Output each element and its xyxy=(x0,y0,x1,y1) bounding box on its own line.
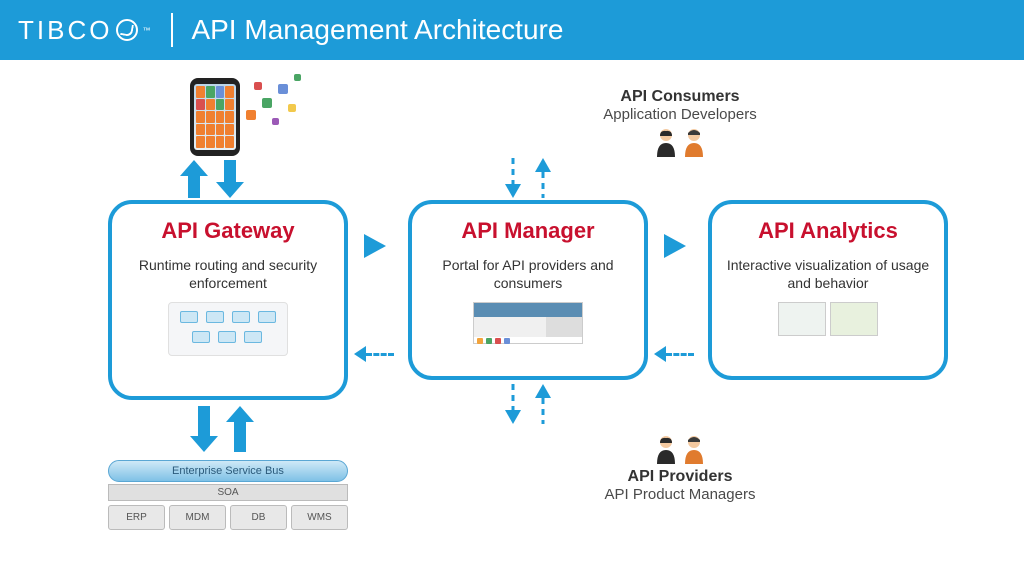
arrow-analytics-to-manager xyxy=(654,346,694,362)
consumers-title: API Consumers xyxy=(560,88,800,106)
esb-systems: ERP MDM DB WMS xyxy=(108,505,348,530)
brand-mark-icon xyxy=(116,19,138,41)
api-manager-sub: Portal for API providers and consumers xyxy=(424,256,632,292)
esb-sys-erp: ERP xyxy=(108,505,165,530)
api-manager-box: API Manager Portal for API providers and… xyxy=(408,200,648,380)
manager-mini-portal xyxy=(473,302,583,344)
analytics-mini-screens xyxy=(778,302,878,336)
page-title: API Management Architecture xyxy=(191,14,563,46)
trademark: ™ xyxy=(142,26,153,35)
arrow-esb-to-gateway xyxy=(226,406,254,452)
api-gateway-box: API Gateway Runtime routing and security… xyxy=(108,200,348,400)
api-analytics-box: API Analytics Interactive visualization … xyxy=(708,200,948,380)
header: TIBCO ™ API Management Architecture xyxy=(0,0,1024,60)
brand-text: TIBCO xyxy=(18,15,112,46)
api-gateway-sub: Runtime routing and security enforcement xyxy=(124,256,332,292)
arrow-consumers-down xyxy=(505,158,521,198)
arrow-providers-up xyxy=(535,384,551,424)
mobile-device-icon xyxy=(190,78,240,156)
app-burst-icon xyxy=(242,70,312,140)
providers-sub: API Product Managers xyxy=(560,486,800,503)
providers-title: API Providers xyxy=(560,468,800,486)
header-divider xyxy=(171,13,173,47)
arrow-manager-down xyxy=(505,384,521,424)
consumers-label: API Consumers Application Developers xyxy=(560,88,800,157)
esb-soa: SOA xyxy=(108,484,348,501)
esb-sys-wms: WMS xyxy=(291,505,348,530)
esb-sys-db: DB xyxy=(230,505,287,530)
consumers-people-icon xyxy=(560,127,800,157)
brand-logo: TIBCO ™ xyxy=(18,15,153,46)
api-manager-title: API Manager xyxy=(461,218,594,244)
arrow-manager-up xyxy=(535,158,551,198)
arrow-gateway-to-esb xyxy=(190,406,218,452)
diagram-canvas: API Gateway Runtime routing and security… xyxy=(0,60,1024,576)
api-analytics-title: API Analytics xyxy=(758,218,898,244)
consumers-sub: Application Developers xyxy=(560,106,800,123)
api-gateway-title: API Gateway xyxy=(161,218,294,244)
arrow-phone-to-gateway xyxy=(216,160,244,198)
esb-sys-mdm: MDM xyxy=(169,505,226,530)
providers-people-icon xyxy=(560,434,800,464)
esb-pipe: Enterprise Service Bus xyxy=(108,460,348,482)
api-analytics-sub: Interactive visualization of usage and b… xyxy=(724,256,932,292)
esb-stack: Enterprise Service Bus SOA ERP MDM DB WM… xyxy=(108,460,348,530)
gateway-mini-diagram xyxy=(168,302,288,356)
arrow-manager-to-gateway xyxy=(354,346,394,362)
arrow-manager-to-analytics xyxy=(664,234,686,258)
arrow-gateway-to-manager xyxy=(364,234,386,258)
providers-label: API Providers API Product Managers xyxy=(560,430,800,503)
arrow-gateway-to-phone xyxy=(180,160,208,198)
